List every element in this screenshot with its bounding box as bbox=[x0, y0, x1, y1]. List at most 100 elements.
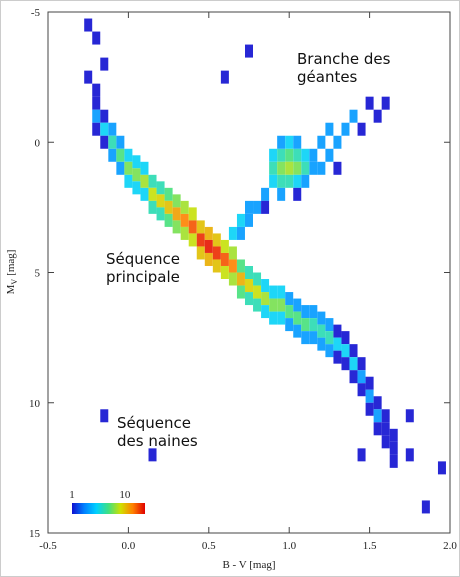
x-tick-label: 0.5 bbox=[202, 540, 216, 552]
density-cell bbox=[204, 226, 213, 240]
density-cell bbox=[140, 187, 149, 201]
annotation: Séquence bbox=[117, 414, 191, 432]
density-cell bbox=[285, 292, 294, 306]
density-cell bbox=[140, 174, 149, 188]
density-cell bbox=[357, 122, 366, 136]
density-cell bbox=[357, 448, 366, 462]
density-cell bbox=[269, 298, 278, 312]
x-tick-label: 1.5 bbox=[363, 540, 377, 552]
density-cell bbox=[124, 161, 133, 175]
density-cell bbox=[285, 135, 294, 149]
density-cell bbox=[285, 148, 294, 162]
density-cell bbox=[156, 194, 165, 208]
x-axis-label: B - V [mag] bbox=[222, 559, 275, 571]
density-cell bbox=[293, 161, 302, 175]
colorbar-tick-label: 1 bbox=[69, 489, 75, 501]
density-cell bbox=[293, 135, 302, 149]
density-cell bbox=[365, 96, 374, 110]
density-cell bbox=[172, 207, 181, 221]
density-cell bbox=[285, 305, 294, 319]
density-cell bbox=[349, 357, 358, 371]
density-cell bbox=[277, 135, 286, 149]
density-cell bbox=[188, 233, 197, 247]
density-cell bbox=[116, 148, 125, 162]
density-cell bbox=[124, 148, 133, 162]
y-tick-label: 5 bbox=[35, 268, 41, 280]
density-cell bbox=[285, 174, 294, 188]
density-cell bbox=[140, 161, 149, 175]
density-cell bbox=[333, 350, 342, 364]
x-tick-label: -0.5 bbox=[39, 540, 57, 552]
y-axis-label: MV [mag] bbox=[5, 250, 19, 295]
density-cell bbox=[245, 266, 253, 279]
density-cell bbox=[285, 318, 294, 332]
density-cell bbox=[220, 252, 229, 266]
density-cell bbox=[309, 161, 318, 175]
density-cell bbox=[100, 109, 109, 123]
density-cell bbox=[341, 122, 350, 136]
density-cell bbox=[309, 148, 318, 162]
density-cell bbox=[325, 331, 334, 345]
density-cell bbox=[333, 135, 342, 149]
density-cell bbox=[389, 428, 398, 442]
density-cell bbox=[132, 155, 141, 169]
density-cell bbox=[245, 200, 253, 214]
density-cell bbox=[132, 181, 141, 195]
density-cell bbox=[245, 44, 253, 58]
density-cell bbox=[277, 161, 286, 175]
density-cell bbox=[317, 311, 326, 325]
density-cell bbox=[333, 324, 342, 338]
density-cell bbox=[196, 246, 205, 260]
density-cell bbox=[293, 174, 302, 188]
density-cell bbox=[92, 122, 101, 136]
density-cell bbox=[333, 337, 342, 351]
density-cell bbox=[389, 441, 398, 455]
y-tick-label: -5 bbox=[31, 7, 41, 19]
density-cell bbox=[357, 383, 366, 397]
density-cell bbox=[124, 174, 133, 188]
density-cell bbox=[293, 148, 302, 162]
density-cell bbox=[365, 402, 374, 416]
density-cell bbox=[357, 357, 366, 371]
density-cell bbox=[108, 135, 117, 149]
density-cell bbox=[116, 161, 125, 175]
density-cell bbox=[277, 187, 286, 201]
density-cell bbox=[164, 200, 173, 214]
density-cell bbox=[349, 344, 358, 358]
density-cell bbox=[180, 213, 189, 227]
density-cell bbox=[309, 305, 318, 319]
density-cell bbox=[277, 311, 286, 325]
density-cell bbox=[373, 422, 382, 436]
density-cell bbox=[357, 370, 366, 384]
density-cell bbox=[212, 233, 221, 247]
density-cell bbox=[188, 207, 197, 221]
density-cell bbox=[373, 409, 382, 423]
density-cell bbox=[381, 409, 390, 423]
annotation: géantes bbox=[297, 68, 358, 86]
density-cell bbox=[188, 220, 197, 234]
density-cell bbox=[325, 122, 334, 136]
density-cell bbox=[100, 122, 109, 136]
density-cell bbox=[405, 409, 414, 423]
density-cell bbox=[172, 220, 181, 234]
density-cell bbox=[92, 96, 101, 110]
density-cell bbox=[245, 279, 253, 293]
density-cell bbox=[309, 318, 318, 332]
density-cell bbox=[301, 148, 310, 162]
density-cell bbox=[156, 181, 165, 195]
density-cell bbox=[236, 226, 245, 240]
density-cell bbox=[285, 161, 294, 175]
density-cell bbox=[277, 148, 286, 162]
density-cell bbox=[92, 31, 101, 45]
density-cell bbox=[253, 285, 262, 299]
density-cell bbox=[116, 135, 125, 149]
density-cell bbox=[228, 226, 237, 240]
density-cell bbox=[236, 272, 245, 286]
density-cell bbox=[92, 109, 101, 123]
annotation: des naines bbox=[117, 432, 198, 450]
density-cell bbox=[293, 311, 302, 325]
density-cell bbox=[269, 311, 278, 325]
y-tick-label: 0 bbox=[35, 137, 41, 149]
density-cell bbox=[277, 285, 286, 299]
